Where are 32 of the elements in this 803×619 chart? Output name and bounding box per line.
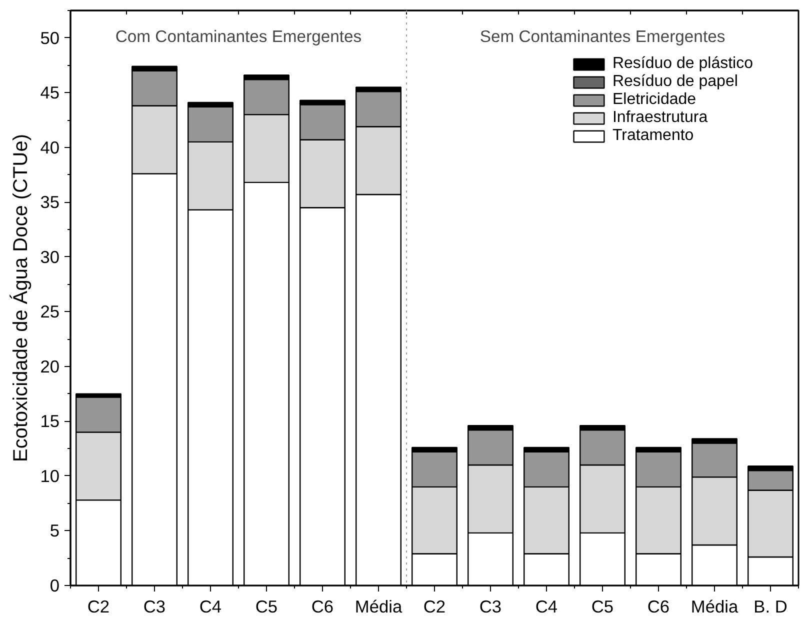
y-tick-label: 50 <box>40 28 60 48</box>
legend-label: Tratamento <box>612 127 694 145</box>
y-tick-label: 25 <box>40 302 60 322</box>
y-tick-label: 10 <box>40 466 60 486</box>
y-tick-label: 45 <box>40 82 60 103</box>
legend-label: Eletricidade <box>612 91 696 109</box>
y-tick-label: 15 <box>40 411 60 432</box>
x-tick-label: C3 <box>479 596 502 616</box>
x-tick-label: C2 <box>423 596 446 616</box>
y-tick-label: 40 <box>40 137 60 158</box>
annotation: Sem Contaminantes Emergentes <box>480 26 726 46</box>
legend-label: Infraestrutura <box>612 109 708 127</box>
y-axis-title: Ecotoxicidade de Água Doce (CTUe) <box>9 134 32 462</box>
legend-label: Resíduo de papel <box>612 73 738 91</box>
annotation: Com Contaminantes Emergentes <box>115 26 362 46</box>
x-tick-label: C5 <box>255 596 278 616</box>
x-tick-label: B. D <box>754 596 788 616</box>
x-tick-label: C2 <box>87 596 110 616</box>
x-tick-label: C4 <box>535 596 558 616</box>
y-tick-label: 35 <box>40 192 60 212</box>
x-tick-label: C6 <box>311 596 334 616</box>
x-tick-label: C4 <box>199 596 222 616</box>
y-tick-label: 20 <box>40 356 60 376</box>
x-tick-label: C3 <box>143 596 166 616</box>
x-tick-label: C6 <box>647 596 670 616</box>
y-tick-label: 0 <box>50 576 60 596</box>
legend-label: Resíduo de plástico <box>612 55 753 73</box>
x-tick-label: Média <box>354 596 402 616</box>
y-tick-label: 30 <box>40 246 60 267</box>
x-tick-label: Média <box>690 596 738 616</box>
y-tick-label: 5 <box>50 520 60 541</box>
x-tick-label: C5 <box>591 596 614 616</box>
